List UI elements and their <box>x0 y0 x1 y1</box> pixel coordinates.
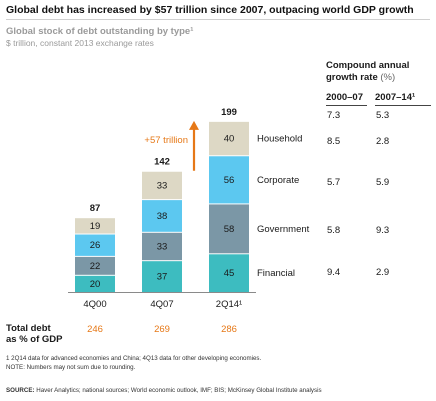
bar-segment-household-4q00 <box>75 218 115 234</box>
cagr-government-2: 9.3 <box>376 225 390 236</box>
cagr-period-2: 2007–14¹ <box>375 92 416 103</box>
bar-segment-corporate-4q00 <box>75 234 115 256</box>
bar-label-financial-4q07: 37 <box>157 272 168 283</box>
cagr-period-1: 2000–07 <box>326 92 363 103</box>
total-debt-value-4q00: 246 <box>87 324 103 335</box>
category-label-2q14: 2Q14¹ <box>216 299 242 310</box>
total-debt-value-4q07: 269 <box>154 324 170 335</box>
cagr-corporate-2: 5.9 <box>376 177 390 188</box>
cagr-financial-2: 2.9 <box>376 267 390 278</box>
bar-segment-corporate-4q07 <box>142 200 182 232</box>
category-label-4q00: 4Q00 <box>83 299 106 310</box>
bar-segment-financial-2q14 <box>209 254 249 292</box>
bar-label-government-4q00: 22 <box>90 261 101 272</box>
cagr-header-line1: Compound annual <box>326 60 410 71</box>
title-divider <box>6 19 430 20</box>
bar-segment-financial-4q00 <box>75 275 115 292</box>
cagr-period-2-rule <box>375 105 431 106</box>
cagr-household-1: 8.5 <box>327 136 341 147</box>
increase-arrowhead <box>189 120 199 130</box>
bar-label-financial-2q14: 45 <box>224 268 235 279</box>
source-text: Haver Analytics; national sources; World… <box>34 387 322 394</box>
series-label-corporate: Corporate <box>257 175 299 186</box>
chart-title: Global debt has increased by $57 trillio… <box>6 4 414 16</box>
footnote-note: NOTE: Numbers may not sum due to roundin… <box>6 364 136 371</box>
bar-segment-government-2q14 <box>209 204 249 254</box>
cagr-total-2: 5.3 <box>376 110 390 121</box>
bar-label-government-4q07: 33 <box>157 241 168 252</box>
bar-label-corporate-4q00: 26 <box>90 240 101 251</box>
bar-label-government-2q14: 58 <box>224 224 235 235</box>
footnote-1: 1 2Q14 data for advanced economies and C… <box>6 355 262 362</box>
total-debt-label-line1: Total debt <box>6 323 51 334</box>
bar-label-household-2q14: 40 <box>224 134 235 145</box>
cagr-period-1-rule <box>326 105 367 106</box>
series-label-financial: Financial <box>257 268 295 279</box>
bar-label-corporate-2q14: 56 <box>224 175 235 186</box>
bar-total-4q00: 87 <box>90 203 101 214</box>
cagr-financial-1: 9.4 <box>327 267 341 278</box>
chart-subtitle: Global stock of debt outstanding by type… <box>6 26 194 37</box>
bar-segment-household-2q14 <box>209 121 249 156</box>
cagr-total-1: 7.3 <box>327 110 341 121</box>
bar-total-2q14: 199 <box>221 107 237 118</box>
bar-label-household-4q00: 19 <box>90 221 101 232</box>
bar-label-household-4q07: 33 <box>157 180 168 191</box>
bar-segment-corporate-2q14 <box>209 156 249 204</box>
bar-label-financial-4q00: 20 <box>90 279 101 290</box>
bar-segment-household-4q07 <box>142 171 182 200</box>
total-debt-label: Total debt as % of GDP <box>6 323 63 345</box>
chart-units: $ trillion, constant 2013 exchange rates <box>6 38 154 48</box>
source-prefix: SOURCE: <box>6 387 35 394</box>
cagr-header-pct: (%) <box>380 72 396 83</box>
total-debt-label-line2: as % of GDP <box>6 334 63 345</box>
series-label-household: Household <box>257 134 302 145</box>
bar-label-corporate-4q07: 38 <box>157 211 168 222</box>
bar-total-4q07: 142 <box>154 157 170 168</box>
cagr-header: Compound annual growth rate (%) <box>326 60 434 84</box>
cagr-corporate-1: 5.7 <box>327 177 341 188</box>
source-line: SOURCE: Haver Analytics; national source… <box>6 387 322 394</box>
stacked-bar-chart: 20 22 26 19 87 4Q00 37 33 38 33 142 4Q07 45 58 56 40 199… <box>68 107 310 310</box>
cagr-header-line2: growth rate <box>326 72 378 83</box>
increase-annotation: +57 trillion <box>144 135 188 146</box>
cagr-government-1: 5.8 <box>327 225 341 236</box>
series-label-government: Government <box>257 224 310 235</box>
cagr-household-2: 2.8 <box>376 136 390 147</box>
category-label-4q07: 4Q07 <box>150 299 173 310</box>
bar-segment-government-4q07 <box>142 232 182 261</box>
total-debt-value-2q14: 286 <box>221 324 237 335</box>
bar-segment-financial-4q07 <box>142 261 182 292</box>
bar-segment-government-4q00 <box>75 256 115 275</box>
